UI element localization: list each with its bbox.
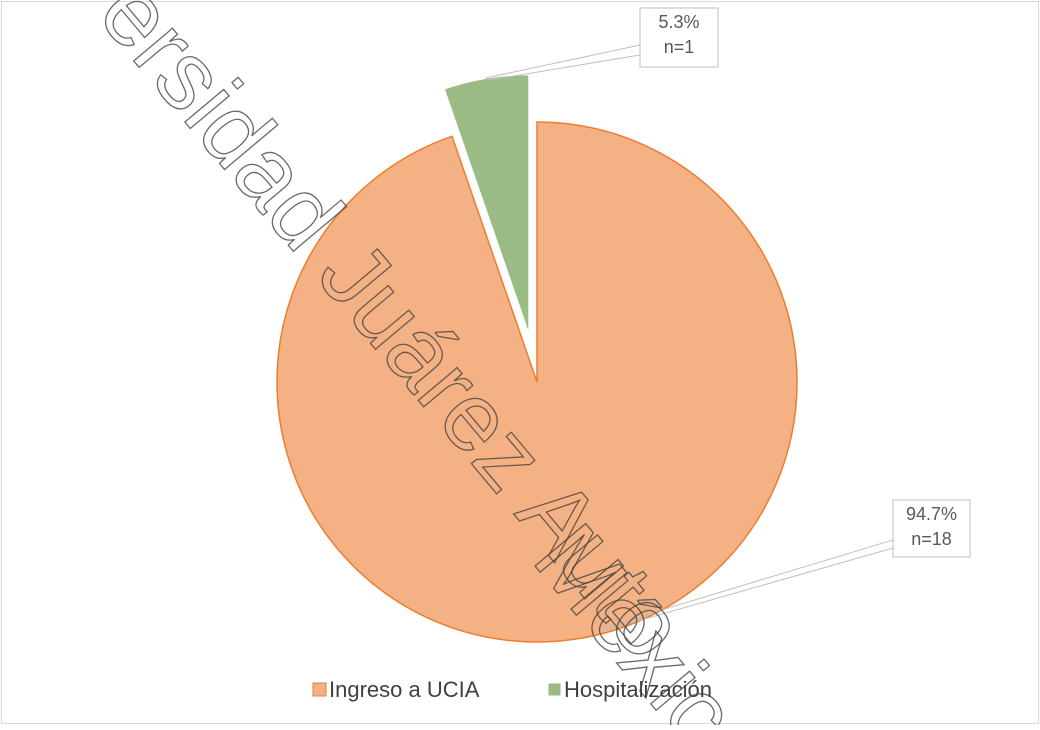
legend-label: Hospitalización [564,677,712,702]
pie-slice [276,121,798,643]
label-box [639,7,719,68]
data-label: 5.3% [658,12,699,32]
leader-line [484,44,641,81]
legend-swatch [547,682,562,697]
label-box [892,499,971,558]
legend-swatch [312,682,327,697]
count-label: n=1 [664,37,695,57]
legend-label: Ingreso a UCIA [329,677,480,702]
data-label: 94.7% [906,504,957,524]
leader-line [600,539,894,631]
count-label: n=18 [911,529,952,549]
